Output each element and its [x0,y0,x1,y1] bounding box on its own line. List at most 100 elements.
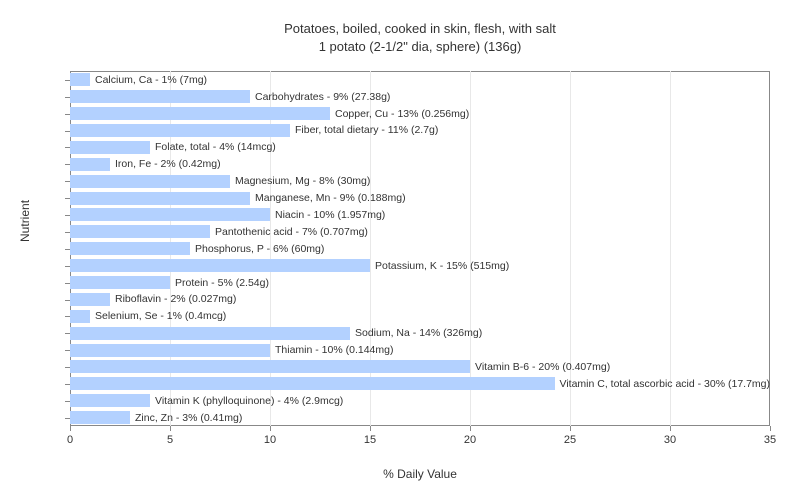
y-tick [65,283,70,284]
bar-row: Niacin - 10% (1.957mg) [70,207,770,224]
bar [70,394,150,407]
bar [70,158,110,171]
x-tick-mark [170,426,171,431]
bar-row: Pantothenic acid - 7% (0.707mg) [70,223,770,240]
bar-label: Niacin - 10% (1.957mg) [275,209,385,221]
x-tick-label: 30 [664,434,676,446]
x-tick-mark [70,426,71,431]
bar [70,377,555,390]
bar-row: Magnesium, Mg - 8% (30mg) [70,173,770,190]
y-tick [65,181,70,182]
x-tick-label: 0 [67,434,73,446]
y-tick [65,316,70,317]
y-axis-label: Nutrient [18,200,32,242]
bar-row: Iron, Fe - 2% (0.42mg) [70,156,770,173]
x-tick-mark [370,426,371,431]
bar-row: Vitamin B-6 - 20% (0.407mg) [70,359,770,376]
x-tick-mark [570,426,571,431]
x-tick-label: 10 [264,434,276,446]
bar [70,411,130,424]
bar-label: Phosphorus, P - 6% (60mg) [195,243,324,255]
chart-title: Potatoes, boiled, cooked in skin, flesh,… [60,20,780,56]
bar [70,90,250,103]
bar-row: Protein - 5% (2.54g) [70,274,770,291]
y-tick [65,80,70,81]
bar-label: Pantothenic acid - 7% (0.707mg) [215,226,368,238]
x-tick-label: 35 [764,434,776,446]
bar [70,73,90,86]
y-tick [65,401,70,402]
y-tick [65,131,70,132]
plot-area: Nutrient % Daily Value Calcium, Ca - 1% … [70,66,770,446]
bar-row: Vitamin K (phylloquinone) - 4% (2.9mcg) [70,392,770,409]
bar-label: Folate, total - 4% (14mcg) [155,141,276,153]
y-tick [65,418,70,419]
x-tick-mark [470,426,471,431]
bar [70,344,270,357]
bar [70,360,470,373]
bar-row: Fiber, total dietary - 11% (2.7g) [70,122,770,139]
bar [70,208,270,221]
y-tick [65,300,70,301]
nutrition-chart: Potatoes, boiled, cooked in skin, flesh,… [0,0,800,500]
bar-label: Calcium, Ca - 1% (7mg) [95,74,207,86]
y-tick [65,333,70,334]
title-line-2: 1 potato (2-1/2" dia, sphere) (136g) [60,38,780,56]
bar-row: Riboflavin - 2% (0.027mg) [70,291,770,308]
bar-row: Potassium, K - 15% (515mg) [70,257,770,274]
bar-label: Riboflavin - 2% (0.027mg) [115,293,236,305]
bar-label: Magnesium, Mg - 8% (30mg) [235,175,370,187]
bar-row: Phosphorus, P - 6% (60mg) [70,240,770,257]
bar-label: Vitamin C, total ascorbic acid - 30% (17… [560,378,770,390]
y-tick [65,266,70,267]
bar-label: Carbohydrates - 9% (27.38g) [255,91,390,103]
bar-row: Folate, total - 4% (14mcg) [70,139,770,156]
bar-row: Vitamin C, total ascorbic acid - 30% (17… [70,375,770,392]
bar-label: Protein - 5% (2.54g) [175,277,269,289]
bar [70,141,150,154]
bar [70,327,350,340]
x-tick-label: 15 [364,434,376,446]
bar-row: Selenium, Se - 1% (0.4mcg) [70,308,770,325]
bar [70,259,370,272]
x-tick-mark [670,426,671,431]
x-tick-mark [270,426,271,431]
x-tick-label: 25 [564,434,576,446]
bar-row: Carbohydrates - 9% (27.38g) [70,88,770,105]
y-tick [65,164,70,165]
y-tick [65,232,70,233]
bar-label: Sodium, Na - 14% (326mg) [355,327,482,339]
bar-label: Vitamin B-6 - 20% (0.407mg) [475,361,610,373]
bar-row: Sodium, Na - 14% (326mg) [70,325,770,342]
x-tick-label: 5 [167,434,173,446]
y-tick [65,215,70,216]
bar [70,225,210,238]
x-tick-mark [770,426,771,431]
bar-label: Potassium, K - 15% (515mg) [375,260,509,272]
bar-label: Vitamin K (phylloquinone) - 4% (2.9mcg) [155,395,343,407]
bar [70,175,230,188]
bar [70,276,170,289]
bar-label: Fiber, total dietary - 11% (2.7g) [295,124,438,136]
bar-label: Iron, Fe - 2% (0.42mg) [115,158,221,170]
bar-row: Thiamin - 10% (0.144mg) [70,342,770,359]
bar-label: Copper, Cu - 13% (0.256mg) [335,108,469,120]
y-tick [65,198,70,199]
y-tick [65,97,70,98]
bar [70,293,110,306]
y-tick [65,147,70,148]
bar-label: Thiamin - 10% (0.144mg) [275,344,393,356]
x-axis-label: % Daily Value [383,467,457,481]
x-tick-label: 20 [464,434,476,446]
y-tick [65,350,70,351]
y-tick [65,367,70,368]
bar [70,124,290,137]
bar [70,192,250,205]
bar [70,310,90,323]
bar-row: Manganese, Mn - 9% (0.188mg) [70,190,770,207]
y-tick [65,384,70,385]
bar-row: Copper, Cu - 13% (0.256mg) [70,105,770,122]
bar-label: Selenium, Se - 1% (0.4mcg) [95,310,226,322]
bars-region: Calcium, Ca - 1% (7mg) Carbohydrates - 9%… [70,71,770,426]
bar-row: Zinc, Zn - 3% (0.41mg) [70,409,770,426]
